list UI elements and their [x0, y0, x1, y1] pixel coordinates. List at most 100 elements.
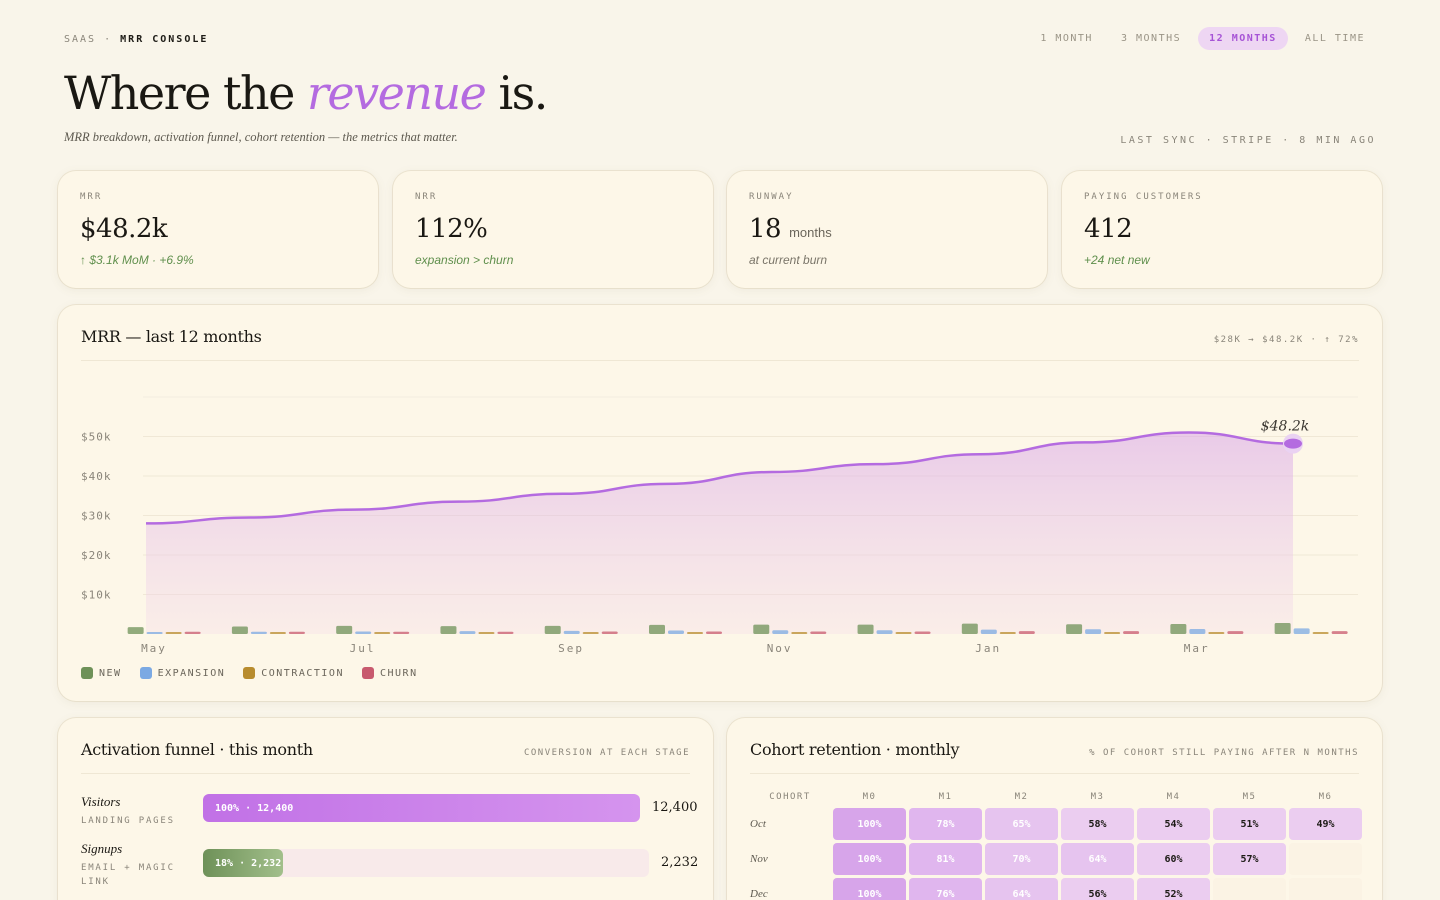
mrr-area [146, 432, 1293, 634]
chart-note: $28K → $48.2K · ↑ 72% [1213, 335, 1359, 345]
cohort-cell[interactable]: 56% [1061, 878, 1134, 900]
x-tick-label: May [141, 642, 167, 655]
bar-new-jul[interactable] [336, 625, 353, 634]
bar-churn-oct[interactable] [706, 631, 722, 634]
cohort-column-header: M1 [938, 792, 953, 802]
bar-contraction-jun[interactable] [269, 632, 286, 634]
bar-new-may[interactable] [127, 627, 144, 634]
cohort-cell[interactable]: 78% [909, 808, 982, 840]
brand-name: MRR CONSOLE [120, 34, 209, 45]
bar-contraction-jan[interactable] [999, 632, 1016, 634]
cohort-cell[interactable]: 58% [1061, 808, 1134, 840]
kpi-label: PAYING CUSTOMERS [1084, 192, 1203, 202]
cohort-cell[interactable]: 51% [1213, 808, 1286, 840]
bar-contraction-dec[interactable] [895, 632, 912, 634]
cohort-cell [1213, 878, 1286, 900]
cohort-cell[interactable]: 100% [833, 808, 906, 840]
cohort-cell[interactable]: 52% [1137, 878, 1210, 900]
range-12-months[interactable]: 12 MONTHS [1198, 27, 1288, 50]
legend-swatch [81, 667, 93, 679]
bar-contraction-oct[interactable] [687, 632, 703, 634]
bar-expansion-nov[interactable] [772, 630, 789, 634]
cohort-cell[interactable]: 76% [909, 878, 982, 900]
cohort-cell[interactable]: 65% [985, 808, 1058, 840]
bar-contraction-nov[interactable] [791, 632, 808, 634]
bar-churn-jun[interactable] [288, 631, 305, 634]
bar-churn-jan[interactable] [1018, 631, 1035, 634]
bar-contraction-sep[interactable] [582, 632, 599, 634]
bar-churn-feb[interactable] [1123, 631, 1140, 634]
cohort-cell[interactable]: 49% [1289, 808, 1362, 840]
bar-churn-apr[interactable] [1331, 631, 1348, 634]
bar-contraction-feb[interactable] [1104, 632, 1121, 634]
legend-churn[interactable]: CHURN [361, 667, 418, 679]
y-tick-label: $20k [81, 549, 112, 562]
bar-churn-may[interactable] [184, 631, 201, 634]
cohort-cell[interactable]: 100% [833, 843, 906, 875]
funnel-bar-fill[interactable]: 18% · 2,232 [203, 849, 284, 877]
mrr-end-point[interactable] [1284, 438, 1302, 449]
x-tick-label: Mar [1184, 642, 1210, 655]
kpi-value-number: $48.2k [80, 214, 168, 244]
bar-expansion-jun[interactable] [250, 631, 267, 634]
legend-label: CONTRACTION [261, 667, 344, 679]
range-all-time[interactable]: ALL TIME [1304, 33, 1365, 44]
bar-new-feb[interactable] [1066, 624, 1083, 634]
cohort-cell[interactable]: 81% [909, 843, 982, 875]
bar-new-sep[interactable] [544, 625, 561, 634]
bar-expansion-dec[interactable] [876, 630, 893, 634]
bar-churn-nov[interactable] [810, 631, 827, 634]
bar-new-mar[interactable] [1170, 623, 1187, 634]
cohort-cell[interactable]: 70% [985, 843, 1058, 875]
bar-new-dec[interactable] [857, 624, 874, 634]
bar-new-apr[interactable] [1274, 623, 1291, 634]
cohort-cell[interactable]: 60% [1137, 843, 1210, 875]
bar-expansion-sep[interactable] [563, 630, 580, 634]
bar-new-nov[interactable] [753, 624, 770, 634]
funnel-bar-fill[interactable]: 100% · 12,400 [203, 794, 640, 822]
legend-new[interactable]: NEW [81, 667, 122, 679]
range-1-month[interactable]: 1 MONTH [1040, 33, 1093, 44]
cohort-cell[interactable]: 57% [1213, 843, 1286, 875]
bar-new-jan[interactable] [961, 623, 978, 634]
cohort-cell[interactable]: 64% [985, 878, 1058, 900]
bar-churn-dec[interactable] [914, 631, 931, 634]
cohort-row: Nov 100% 81% 70% 64% 60% 57% [750, 843, 1362, 875]
bar-expansion-jan[interactable] [980, 629, 997, 634]
bar-expansion-apr[interactable] [1293, 628, 1310, 634]
bar-contraction-aug[interactable] [478, 632, 495, 634]
x-tick-label: Nov [767, 642, 793, 655]
bar-expansion-may[interactable] [146, 632, 163, 634]
bar-expansion-feb[interactable] [1085, 629, 1102, 634]
legend-contraction[interactable]: CONTRACTION [243, 667, 344, 679]
cohort-cell[interactable]: 64% [1061, 843, 1134, 875]
bar-contraction-jul[interactable] [374, 632, 391, 634]
bar-new-jun[interactable] [231, 626, 248, 634]
cohort-column-header: M3 [1090, 792, 1105, 802]
range-3-months[interactable]: 3 MONTHS [1120, 33, 1182, 44]
legend-swatch [139, 667, 152, 679]
bar-churn-aug[interactable] [497, 631, 514, 634]
funnel-stage-signups: Signups EMAIL + MAGIC LINK [81, 841, 181, 889]
bar-churn-sep[interactable] [601, 631, 618, 634]
cohort-cell[interactable]: 54% [1137, 808, 1210, 840]
kpi-value: $48.2k [80, 214, 168, 244]
kpi-value: 412 [1084, 214, 1133, 244]
cohort-label: Nov [750, 853, 768, 865]
bar-contraction-may[interactable] [165, 632, 182, 634]
bar-new-aug[interactable] [440, 626, 457, 634]
kpi-value-number: 412 [1084, 214, 1133, 244]
bar-expansion-mar[interactable] [1189, 628, 1206, 634]
title-emphasis: revenue [306, 66, 487, 120]
legend-expansion[interactable]: EXPANSION [139, 667, 226, 679]
bar-expansion-aug[interactable] [459, 631, 476, 634]
bar-churn-jul[interactable] [393, 631, 410, 634]
bar-expansion-jul[interactable] [355, 631, 372, 634]
bar-churn-mar[interactable] [1227, 631, 1244, 634]
legend-label: EXPANSION [157, 667, 226, 679]
bar-contraction-apr[interactable] [1312, 632, 1329, 634]
bar-contraction-mar[interactable] [1208, 632, 1225, 634]
cohort-cell[interactable]: 100% [833, 878, 906, 900]
bar-expansion-oct[interactable] [668, 630, 684, 634]
bar-new-oct[interactable] [649, 624, 665, 634]
